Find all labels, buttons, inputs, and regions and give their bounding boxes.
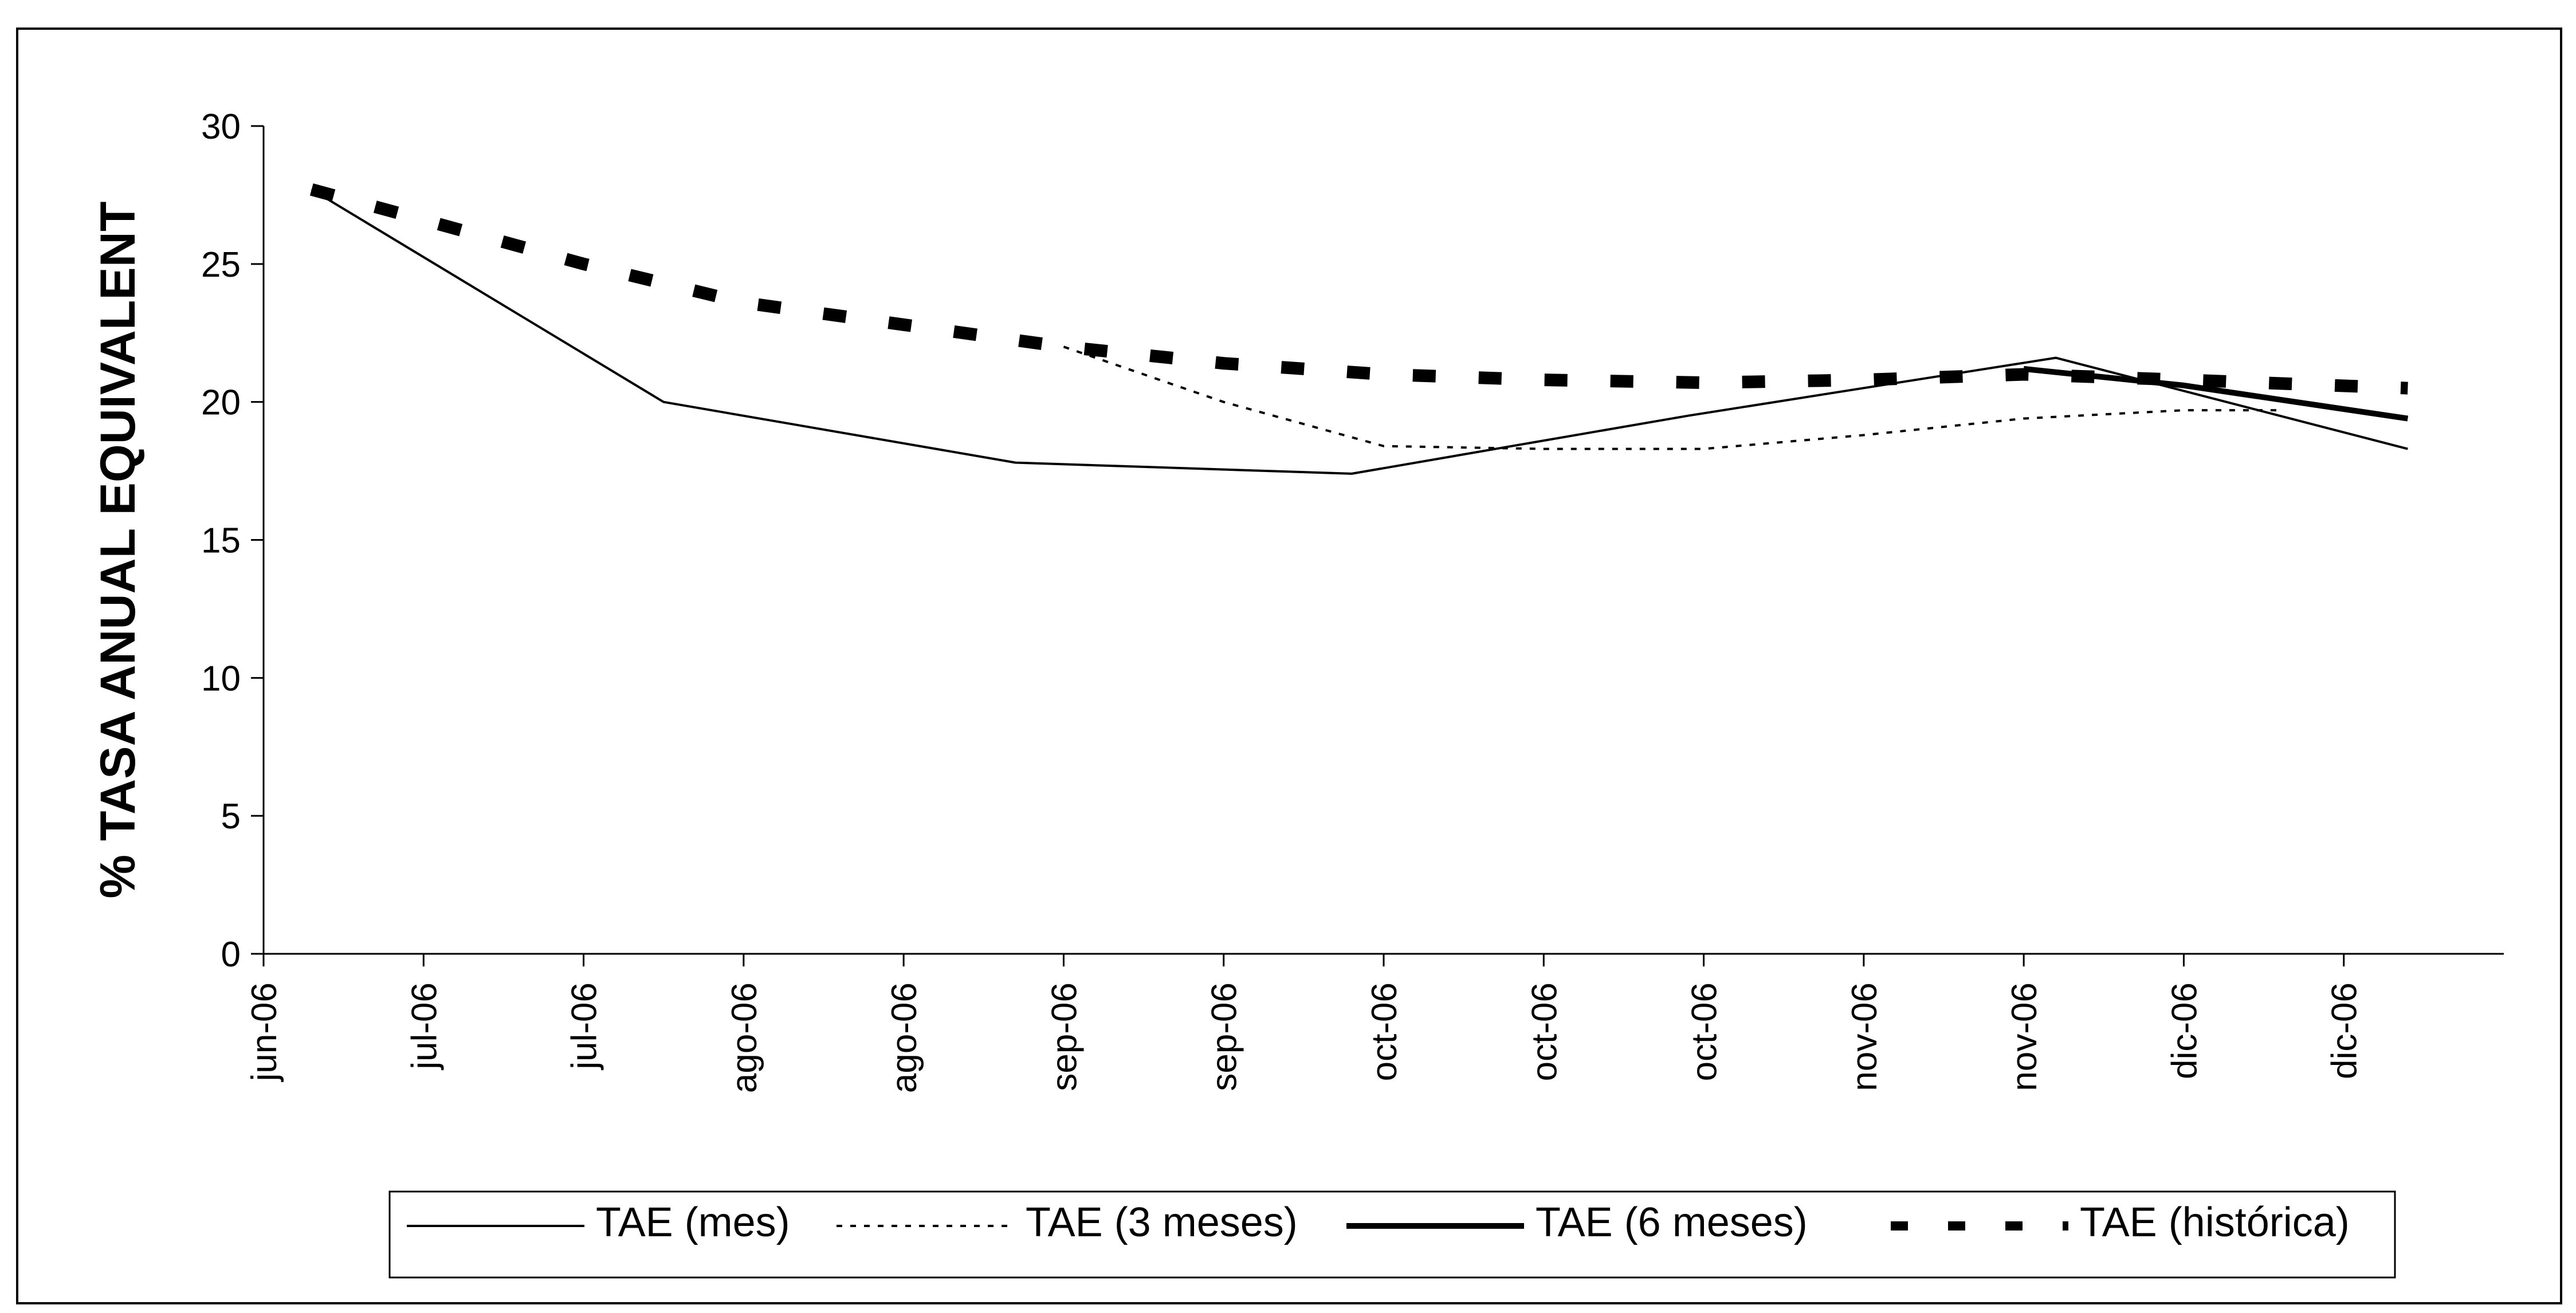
- x-tick-label: jul-06: [565, 982, 604, 1071]
- series-layer: [309, 183, 2409, 475]
- x-tick-label: oct-06: [1685, 982, 1725, 1081]
- x-axis: jun-06 jul-06 jul-06 ago-06 ago-06 sep-06 sep-…: [245, 953, 2504, 1093]
- x-tick-label: dic-06: [2165, 982, 2204, 1079]
- x-tick-label: sep-06: [1044, 982, 1084, 1091]
- y-tick-label: 0: [221, 935, 241, 974]
- y-tick-label: 20: [201, 383, 241, 423]
- x-tick-label: dic-06: [2325, 982, 2365, 1079]
- x-tick-label: nov-06: [1845, 982, 1884, 1091]
- legend-label-2: TAE (6 meses): [1536, 1200, 1808, 1245]
- legend-label-3: TAE (histórica): [2080, 1200, 2350, 1245]
- x-tick-label: ago-06: [725, 982, 764, 1093]
- y-axis-label: % TASA ANUAL EQUIVALENT: [91, 202, 146, 899]
- x-tick-label: oct-06: [1525, 982, 1564, 1081]
- legend-items: TAE (mes) TAE (3 meses) TAE (6 meses) TAE (…: [407, 1200, 2350, 1245]
- x-tick-label: sep-06: [1205, 982, 1244, 1091]
- y-tick-label: 5: [221, 797, 241, 836]
- x-tick-label: nov-06: [2005, 982, 2044, 1091]
- legend-label-0: TAE (mes): [596, 1200, 790, 1245]
- series-line-1: [1063, 345, 2280, 450]
- legend: TAE (mes) TAE (3 meses) TAE (6 meses) TAE (…: [388, 1190, 2396, 1279]
- y-axis: 0 5 10 15 20 25 30: [201, 107, 265, 974]
- legend-box: [388, 1190, 2396, 1279]
- series-line-3: [309, 183, 2408, 395]
- y-tick-label: 30: [201, 107, 241, 147]
- x-tick-label: ago-06: [885, 982, 924, 1093]
- x-tick-label: oct-06: [1365, 982, 1404, 1081]
- x-tick-label: jun-06: [245, 982, 284, 1082]
- legend-label-1: TAE (3 meses): [1026, 1200, 1298, 1245]
- y-tick-label: 15: [201, 521, 241, 561]
- y-tick-label: 10: [201, 659, 241, 698]
- series-line-0: [311, 188, 2408, 475]
- x-tick-label: jul-06: [405, 982, 444, 1071]
- chart-frame: [16, 27, 2562, 1304]
- y-tick-label: 25: [201, 245, 241, 285]
